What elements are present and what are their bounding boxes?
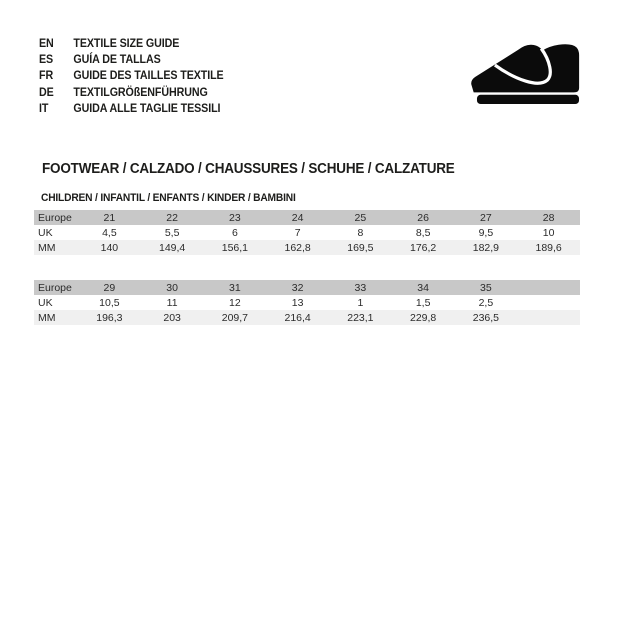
size-cell: 209,7 (221, 311, 249, 324)
size-row-europe: Europe 29 30 31 32 33 34 35 (34, 280, 580, 295)
size-cell: 223,1 (347, 311, 374, 324)
language-row: EN TEXTILE SIZE GUIDE (39, 36, 224, 52)
size-cell: 7 (294, 226, 301, 239)
size-cell: 162,8 (284, 241, 311, 254)
size-cell: 4,5 (102, 226, 117, 239)
size-cell: 182,9 (472, 241, 500, 254)
size-cell: 1 (357, 296, 364, 309)
shoe-upper-shape (471, 44, 580, 93)
language-label: GUIDE DES TAILLES TEXTILE (73, 70, 224, 83)
row-label: MM (38, 241, 56, 254)
language-code: IT (39, 102, 49, 115)
language-row: DE TEXTILGRÖßENFÜHRUNG (39, 85, 224, 101)
size-cell: 34 (417, 281, 429, 294)
language-row: FR GUIDE DES TAILLES TEXTILE (39, 68, 224, 84)
size-cell: 10,5 (99, 296, 120, 309)
size-cell: 23 (229, 211, 241, 224)
section-subtitle: CHILDREN / INFANTIL / ENFANTS / KINDER /… (41, 192, 296, 204)
row-label: Europe (38, 281, 72, 294)
size-table-children-29-35: Europe 29 30 31 32 33 34 35 UK 10,5 11 12 13 1 1,5 2,5 M… (34, 280, 580, 325)
language-code: DE (39, 86, 54, 99)
language-row: IT GUIDA ALLE TAGLIE TESSILI (39, 101, 224, 117)
language-list: EN TEXTILE SIZE GUIDE ES GUÍA DE TALLAS … (39, 36, 224, 117)
language-code: FR (39, 70, 54, 83)
size-cell: 33 (354, 281, 367, 294)
size-cell: 21 (103, 211, 116, 224)
size-row-uk: UK 4,5 5,5 6 7 8 8,5 9,5 10 (34, 225, 580, 240)
size-cell: 140 (100, 241, 119, 254)
size-row-uk: UK 10,5 11 12 13 1 1,5 2,5 (34, 295, 580, 310)
size-cell: 30 (166, 281, 178, 294)
size-cell: 156,1 (221, 241, 249, 254)
size-row-europe: Europe 21 22 23 24 25 26 27 28 (34, 210, 580, 225)
size-cell: 2,5 (478, 296, 494, 309)
language-label: GUÍA DE TALLAS (73, 54, 161, 67)
size-cell: 189,6 (535, 241, 562, 254)
size-cell: 11 (166, 296, 178, 309)
size-cell: 26 (417, 211, 429, 224)
size-cell (517, 295, 580, 310)
shoe-sole-shape (476, 94, 580, 105)
size-cell: 10 (542, 226, 555, 239)
row-label: MM (38, 311, 56, 324)
size-cell: 35 (480, 281, 492, 294)
children-shoe-icon (468, 36, 605, 112)
size-cell: 216,4 (284, 311, 311, 324)
language-row: ES GUÍA DE TALLAS (39, 52, 224, 68)
size-cell: 25 (354, 211, 367, 224)
row-label: UK (38, 296, 53, 309)
size-cell: 22 (166, 211, 178, 224)
size-cell: 5,5 (164, 226, 180, 239)
row-label: UK (38, 226, 53, 239)
size-cell: 229,8 (409, 311, 437, 324)
size-cell: 236,5 (472, 311, 500, 324)
size-cell: 28 (542, 211, 555, 224)
size-cell: 12 (229, 296, 241, 309)
size-cell: 9,5 (478, 226, 494, 239)
size-cell: 149,4 (158, 241, 186, 254)
language-label: TEXTILGRÖßENFÜHRUNG (73, 86, 208, 99)
size-cell: 27 (480, 211, 492, 224)
size-cell: 13 (291, 296, 304, 309)
size-cell: 8,5 (415, 226, 431, 239)
size-cell (517, 310, 580, 325)
section-title: FOOTWEAR / CALZADO / CHAUSSURES / SCHUHE… (42, 161, 455, 177)
size-cell: 32 (291, 281, 304, 294)
size-cell: 29 (103, 281, 116, 294)
size-table-children-21-28: Europe 21 22 23 24 25 26 27 28 UK 4,5 5,5 6 7 8 8,5 9,5 1… (34, 210, 580, 255)
size-row-mm: MM 140 149,4 156,1 162,8 169,5 176,2 182,9 189,6 (34, 240, 580, 255)
size-cell: 8 (357, 226, 364, 239)
size-cell: 203 (163, 311, 181, 324)
size-row-mm: MM 196,3 203 209,7 216,4 223,1 229,8 236,5 (34, 310, 580, 325)
language-label: GUIDA ALLE TAGLIE TESSILI (73, 102, 221, 115)
shoe-strap-line (493, 47, 552, 85)
language-code: EN (39, 38, 54, 50)
size-cell: 176,2 (409, 241, 437, 254)
size-cell: 1,5 (415, 296, 431, 309)
size-cell: 6 (231, 226, 238, 239)
size-cell: 24 (291, 211, 304, 224)
language-code: ES (39, 54, 54, 67)
size-cell: 169,5 (347, 241, 374, 254)
size-cell: 31 (229, 281, 241, 294)
row-label: Europe (38, 211, 72, 224)
size-cell: 196,3 (96, 311, 123, 324)
size-cell (517, 280, 580, 295)
language-label: TEXTILE SIZE GUIDE (73, 38, 180, 50)
